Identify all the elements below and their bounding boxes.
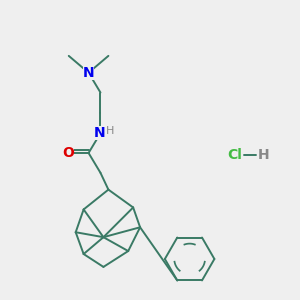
Text: N: N [83,66,94,80]
Text: H: H [106,126,115,136]
Text: O: O [62,146,74,160]
Text: H: H [258,148,270,162]
Text: N: N [94,126,105,140]
Text: Cl: Cl [227,148,242,162]
